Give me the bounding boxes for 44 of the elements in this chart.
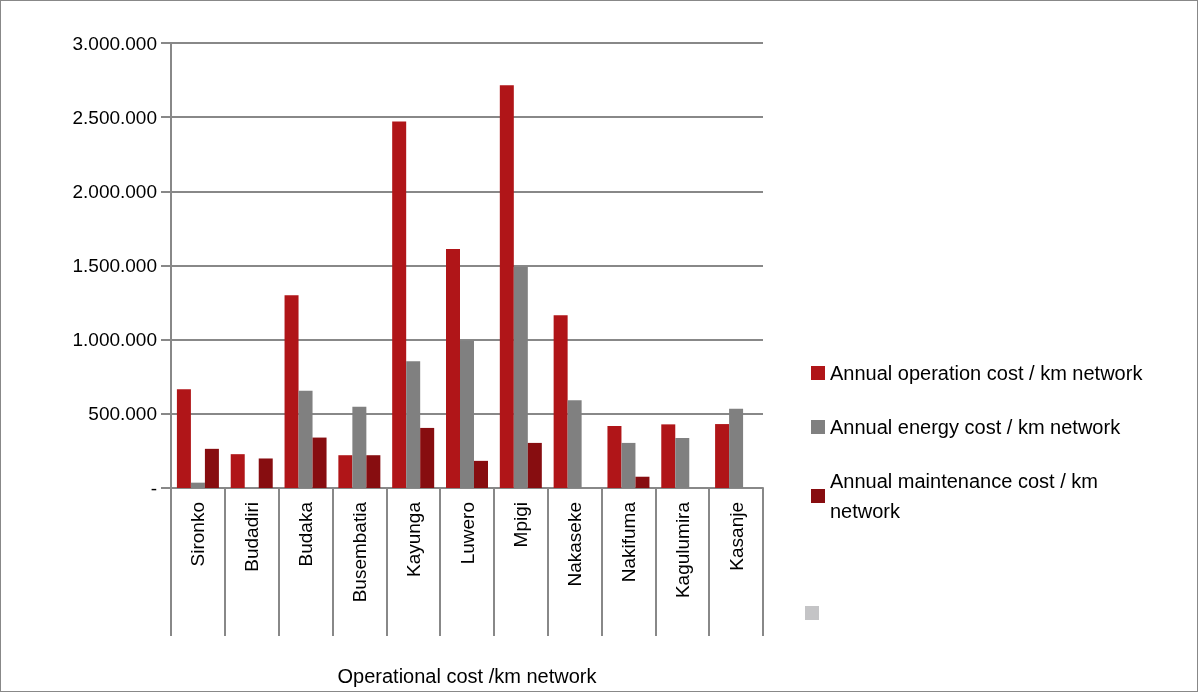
y-tick-label: 2.500.000 — [72, 106, 157, 128]
x-tick-label: Sironko — [187, 502, 209, 567]
bar — [204, 448, 219, 488]
bar — [675, 438, 690, 488]
x-tick-label: Budaka — [295, 501, 317, 567]
y-tick-label: 2.000.000 — [72, 180, 157, 202]
bar — [190, 482, 205, 488]
bar — [230, 454, 245, 488]
x-tick-label: Luwero — [456, 502, 478, 565]
y-tick-label: - — [150, 477, 157, 499]
bar — [392, 121, 407, 488]
x-axis-title: Operational cost /km network — [337, 665, 598, 687]
x-tick-label: Nakifuma — [617, 501, 639, 583]
legend-label: Annual energy cost / km network — [830, 416, 1122, 438]
bar — [621, 442, 636, 488]
bar — [176, 389, 191, 488]
x-tick-label: Nakaseke — [564, 502, 586, 587]
bar — [446, 248, 460, 488]
y-tick-label: 500.000 — [88, 403, 157, 425]
bar — [661, 424, 676, 488]
x-tick-label: Budadiri — [241, 502, 263, 572]
bar — [474, 460, 488, 488]
bar — [312, 437, 327, 488]
x-tick-label: Kayunga — [402, 501, 424, 578]
bar — [607, 426, 622, 488]
legend-label: Annual maintenance cost / km network — [830, 470, 1104, 522]
bar — [338, 455, 353, 488]
bar — [553, 315, 568, 488]
bar — [420, 427, 435, 488]
legend-label: Annual operation cost / km network — [830, 362, 1144, 384]
x-tick-label: Kasanje — [725, 502, 747, 571]
bar — [499, 85, 514, 488]
x-tick-label: Mpigi — [510, 502, 532, 548]
bar — [284, 295, 299, 488]
y-tick-label: 1.000.000 — [72, 329, 157, 351]
y-tick-label: 1.500.000 — [72, 255, 157, 276]
bar — [366, 455, 381, 488]
x-tick-label: Busembatia — [348, 501, 370, 603]
y-tick-label: 3.000.000 — [72, 32, 157, 54]
bar — [715, 424, 730, 488]
bar — [635, 476, 650, 488]
x-tick-label: Kagulumira — [671, 501, 693, 599]
bar — [258, 458, 273, 488]
bar — [527, 442, 542, 488]
